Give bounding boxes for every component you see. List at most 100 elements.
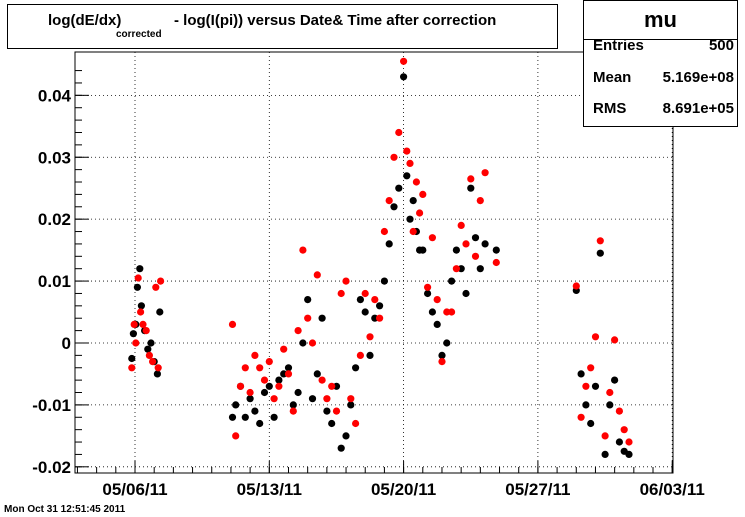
data-point-black: [128, 354, 136, 363]
data-point-black: [246, 395, 254, 403]
data-point-red: [400, 57, 408, 65]
data-point-black: [596, 249, 604, 257]
data-point-red: [385, 197, 393, 205]
data-point-red: [371, 296, 379, 304]
data-point-red: [625, 438, 633, 446]
data-point-black: [228, 413, 237, 421]
data-point-black: [438, 351, 446, 359]
data-point-black: [443, 339, 451, 347]
data-point-red: [467, 175, 475, 183]
data-point-black: [625, 450, 633, 458]
chart-title-box: log(dE/dx) corrected - log(I(pi)) versus…: [7, 4, 558, 49]
stats-value: 500: [708, 37, 734, 54]
data-point-black: [409, 197, 417, 205]
data-point-black: [241, 413, 249, 421]
data-point-black: [577, 370, 585, 378]
data-point-red: [587, 364, 595, 372]
data-point-red: [289, 407, 297, 415]
data-point-red: [356, 351, 364, 359]
data-point-black: [156, 308, 164, 316]
data-point-black: [347, 401, 355, 409]
stats-histogram-name: mu: [584, 1, 737, 40]
data-point-black: [328, 419, 336, 428]
data-point-red: [428, 234, 436, 242]
data-point-red: [256, 364, 264, 372]
data-point-black: [606, 401, 614, 409]
chart-title-rest: - log(I(pi)) versus Date& Time after cor…: [174, 12, 497, 29]
data-points: [128, 57, 633, 458]
data-point-black: [452, 246, 460, 254]
data-point-black: [376, 302, 384, 310]
data-point-black: [294, 388, 302, 397]
data-point-red: [132, 339, 140, 347]
data-point-black: [356, 296, 364, 304]
data-point-black: [611, 376, 619, 384]
x-tick-label: 05/20/11: [371, 480, 436, 499]
data-point-black: [256, 419, 264, 428]
data-point-red: [412, 178, 420, 186]
data-point-black: [471, 234, 480, 242]
data-point-black: [385, 240, 393, 248]
x-tick-label: 05/06/11: [102, 480, 167, 499]
data-point-black: [433, 320, 441, 328]
data-point-red: [270, 395, 278, 403]
data-point-black: [260, 388, 269, 397]
data-point-red: [416, 209, 424, 217]
x-tick-label: 06/03/11: [640, 480, 705, 499]
data-point-red: [433, 296, 441, 304]
data-point-red: [313, 271, 321, 279]
plot-frame: [74, 51, 674, 474]
data-point-black: [467, 184, 475, 192]
data-point-red: [380, 227, 388, 236]
data-point-red: [419, 190, 427, 198]
data-point-red: [299, 246, 307, 254]
data-point-black: [419, 246, 427, 254]
data-point-red: [611, 336, 619, 344]
chart-title-subscript: corrected: [116, 29, 162, 40]
data-point-red: [342, 277, 350, 285]
data-point-black: [395, 184, 403, 192]
data-point-red: [471, 252, 480, 260]
data-point-red: [582, 382, 590, 390]
data-point-black: [462, 289, 470, 298]
data-point-red: [462, 240, 470, 248]
data-point-red: [139, 320, 147, 328]
data-point-red: [452, 265, 460, 273]
data-point-red: [606, 388, 614, 397]
data-point-black: [380, 277, 388, 285]
y-tick-label: 0: [62, 334, 71, 353]
data-point-red: [228, 320, 237, 328]
data-point-black: [591, 382, 600, 390]
data-point-red: [246, 388, 254, 397]
data-point-red: [332, 407, 341, 415]
data-point-red: [337, 289, 345, 298]
data-point-black: [147, 339, 155, 347]
data-point-red: [572, 282, 580, 290]
stats-label: Entries: [593, 37, 644, 54]
y-tick-label: 0.01: [38, 272, 71, 291]
data-point-red: [260, 376, 269, 384]
data-point-red: [395, 128, 403, 137]
data-point-red: [145, 351, 153, 359]
data-point-red: [403, 147, 411, 155]
data-point-red: [615, 407, 624, 415]
data-point-red: [577, 413, 585, 421]
data-point-red: [152, 283, 160, 291]
data-point-red: [406, 159, 414, 167]
data-point-red: [284, 370, 293, 378]
data-point-black: [275, 376, 283, 384]
data-point-black: [337, 444, 345, 452]
x-tick-label: 05/13/11: [237, 480, 302, 499]
stats-label: RMS: [593, 100, 627, 117]
data-point-black: [366, 351, 374, 359]
data-point-red: [280, 345, 288, 353]
data-point-red: [294, 327, 302, 335]
data-point-red: [352, 419, 360, 428]
data-point-black: [481, 240, 489, 248]
data-point-black: [313, 370, 321, 378]
data-point-black: [299, 339, 307, 347]
data-point-black: [582, 401, 590, 409]
data-point-black: [361, 308, 369, 316]
y-tick-label: 0.04: [38, 86, 72, 105]
